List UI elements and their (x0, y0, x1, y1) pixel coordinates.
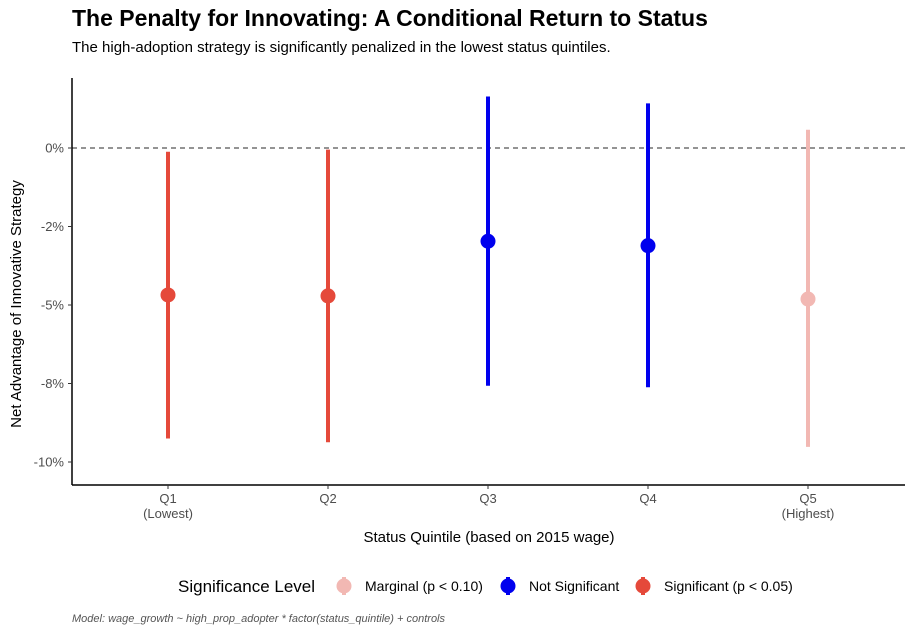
x-tick-label: Q3 (479, 491, 496, 506)
legend-key-point (336, 578, 352, 594)
legend-label: Not Significant (529, 578, 619, 594)
x-tick-label: Q2 (319, 491, 336, 506)
x-axis-title: Status Quintile (based on 2015 wage) (364, 529, 615, 546)
point-estimate (640, 238, 656, 254)
x-tick-label: Q1 (Lowest) (143, 491, 193, 521)
chart-caption: Model: wage_growth ~ high_prop_adopter *… (72, 613, 446, 625)
point-estimate (160, 287, 176, 303)
x-tick-label: Q4 (639, 491, 656, 506)
legend-key-point (635, 578, 651, 594)
y-tick-label: -2% (41, 219, 65, 234)
legend-key-point (500, 578, 516, 594)
legend-label: Significant (p < 0.05) (664, 578, 793, 594)
point-estimate (800, 291, 816, 307)
y-tick-label: 0% (45, 141, 64, 156)
legend-label: Marginal (p < 0.10) (365, 578, 483, 594)
point-estimate (320, 288, 336, 304)
y-tick-label: -10% (34, 455, 65, 470)
x-tick-label: Q5 (Highest) (782, 491, 835, 521)
legend-title: Significance Level (178, 577, 315, 596)
y-tick-label: -8% (41, 376, 65, 391)
legend: Significance Level Marginal (p < 0.10) No… (178, 577, 793, 596)
chart-title: The Penalty for Innovating: A Conditiona… (72, 5, 708, 31)
point-estimate (480, 233, 496, 249)
chart-subtitle: The high-adoption strategy is significan… (72, 39, 611, 56)
y-tick-label: -5% (41, 298, 65, 313)
y-axis-title: Net Advantage of Innovative Strategy (8, 180, 25, 428)
